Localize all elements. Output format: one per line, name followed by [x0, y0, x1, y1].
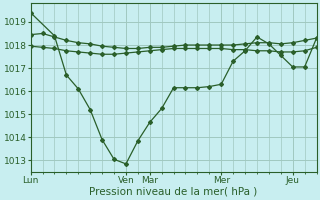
X-axis label: Pression niveau de la mer( hPa ): Pression niveau de la mer( hPa )	[90, 187, 258, 197]
